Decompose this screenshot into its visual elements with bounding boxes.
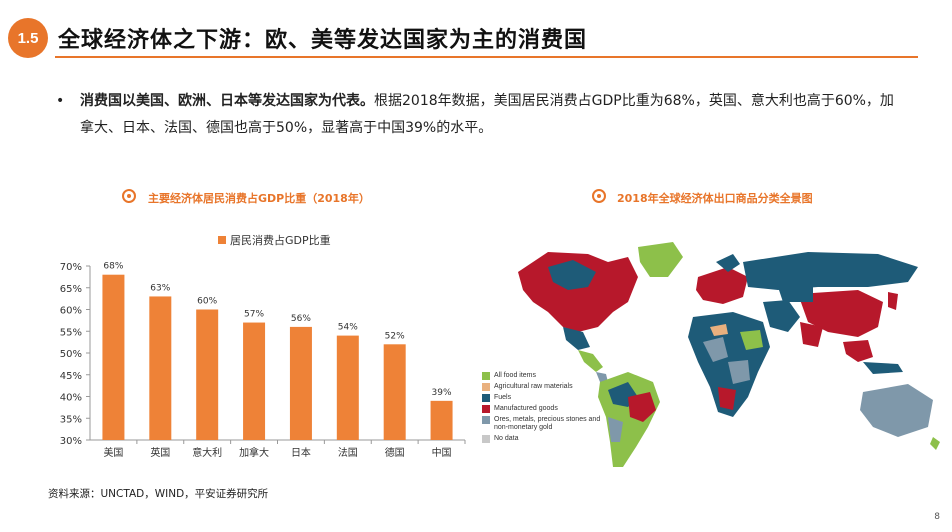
category-label: 法国: [338, 446, 358, 459]
map-legend-item: Ores, metals, precious stones and non-mo…: [482, 416, 604, 432]
australia-shape: [860, 384, 940, 450]
page-title: 全球经济体之下游：欧、美等发达国家为主的消费国: [58, 28, 588, 53]
bar: [102, 274, 125, 440]
y-tick-label: 60%: [60, 306, 82, 317]
bullet-text: 消费国以美国、欧洲、日本等发达国家为代表。根据2018年数据，美国居民消费占GD…: [80, 88, 898, 142]
bullet-lead: 消费国以美国、欧洲、日本等发达国家为代表。: [80, 93, 374, 109]
asia-shape: [778, 287, 898, 347]
y-tick-label: 45%: [60, 371, 82, 382]
map-legend-item: Fuels: [482, 394, 604, 402]
map-legend-label: Manufactured goods: [494, 405, 558, 412]
central-america-shape: [578, 350, 608, 382]
map-legend-item: No data: [482, 435, 604, 443]
world-export-map: [518, 242, 940, 467]
category-label: 日本: [291, 446, 311, 459]
y-tick-label: 70%: [60, 262, 82, 273]
data-label: 63%: [150, 283, 170, 293]
map-legend-label: Fuels: [494, 394, 512, 401]
bar: [430, 400, 453, 440]
y-tick-label: 65%: [60, 284, 82, 295]
source-note: 资料来源：UNCTAD，WIND，平安证券研究所: [48, 488, 269, 500]
north-america-shape: [518, 252, 638, 350]
target-icon: [592, 189, 606, 203]
data-label: 57%: [244, 310, 264, 320]
map-legend-label: No data: [494, 435, 519, 442]
legend-swatch-manufactured: [482, 405, 490, 413]
category-label: 美国: [103, 446, 123, 459]
bar: [289, 326, 312, 440]
bar: [336, 335, 359, 440]
map-legend: All food items Agricultural raw material…: [482, 372, 604, 446]
map-legend-label: All food items: [494, 372, 537, 379]
legend-swatch-food: [482, 372, 490, 380]
data-label: 39%: [432, 388, 452, 398]
bar: [383, 344, 406, 440]
header-divider: [55, 56, 918, 58]
y-tick-label: 35%: [60, 414, 82, 425]
south-america-shape: [598, 372, 660, 467]
map-legend-item: All food items: [482, 372, 604, 380]
map-legend-item: Manufactured goods: [482, 405, 604, 413]
target-icon: [122, 189, 136, 203]
category-label: 德国: [385, 446, 405, 459]
bar: [196, 309, 219, 440]
greenland-shape: [638, 242, 683, 277]
y-tick-label: 55%: [60, 327, 82, 338]
southeast-asia-shape: [843, 340, 903, 374]
map-legend-item: Agricultural raw materials: [482, 383, 604, 391]
bar: [243, 322, 266, 440]
data-label: 68%: [103, 262, 123, 272]
page-number: 8: [934, 512, 940, 522]
europe-shape: [696, 254, 748, 304]
right-chart-title: 2018年全球经济体出口商品分类全景图: [617, 192, 813, 205]
data-label: 52%: [385, 331, 405, 341]
y-tick-label: 30%: [60, 436, 82, 447]
y-tick-label: 50%: [60, 349, 82, 360]
russia-shape: [743, 252, 918, 290]
legend-swatch: [218, 236, 226, 244]
category-label: 意大利: [192, 446, 222, 459]
data-label: 54%: [338, 323, 358, 333]
bar: [149, 296, 172, 440]
category-label: 中国: [432, 446, 452, 459]
section-number-badge: 1.5: [8, 18, 48, 58]
map-legend-label: Ores, metals, precious stones and non-mo…: [494, 416, 601, 431]
africa-shape: [688, 312, 770, 417]
data-label: 56%: [291, 314, 311, 324]
legend-swatch-agricultural: [482, 383, 490, 391]
summary-bullet: • 消费国以美国、欧洲、日本等发达国家为代表。根据2018年数据，美国居民消费占…: [56, 88, 898, 142]
y-tick-label: 40%: [60, 393, 82, 404]
left-chart-title: 主要经济体居民消费占GDP比重（2018年）: [148, 192, 370, 205]
middle-east-shape: [763, 300, 800, 332]
legend-swatch-ores: [482, 416, 490, 424]
data-label: 60%: [197, 297, 217, 307]
bullet-body: 根据2018年数据，美国居民消费占GDP比重为68%，英国、意大利也高于60%，…: [80, 93, 894, 136]
chart-legend: 居民消费占GDP比重: [218, 232, 331, 248]
bullet-dot: •: [56, 93, 65, 109]
legend-label: 居民消费占GDP比重: [230, 234, 331, 247]
bar-chart: 30% 35% 40% 45% 50% 55% 60% 65% 70% 68% 美国 63% 英国 60%…: [60, 262, 466, 459]
map-legend-label: Agricultural raw materials: [494, 383, 573, 390]
legend-swatch-fuels: [482, 394, 490, 402]
category-label: 加拿大: [239, 446, 269, 459]
category-label: 英国: [150, 446, 170, 459]
header: 1.5 全球经济体之下游：欧、美等发达国家为主的消费国: [0, 0, 952, 62]
legend-swatch-no-data: [482, 435, 490, 443]
